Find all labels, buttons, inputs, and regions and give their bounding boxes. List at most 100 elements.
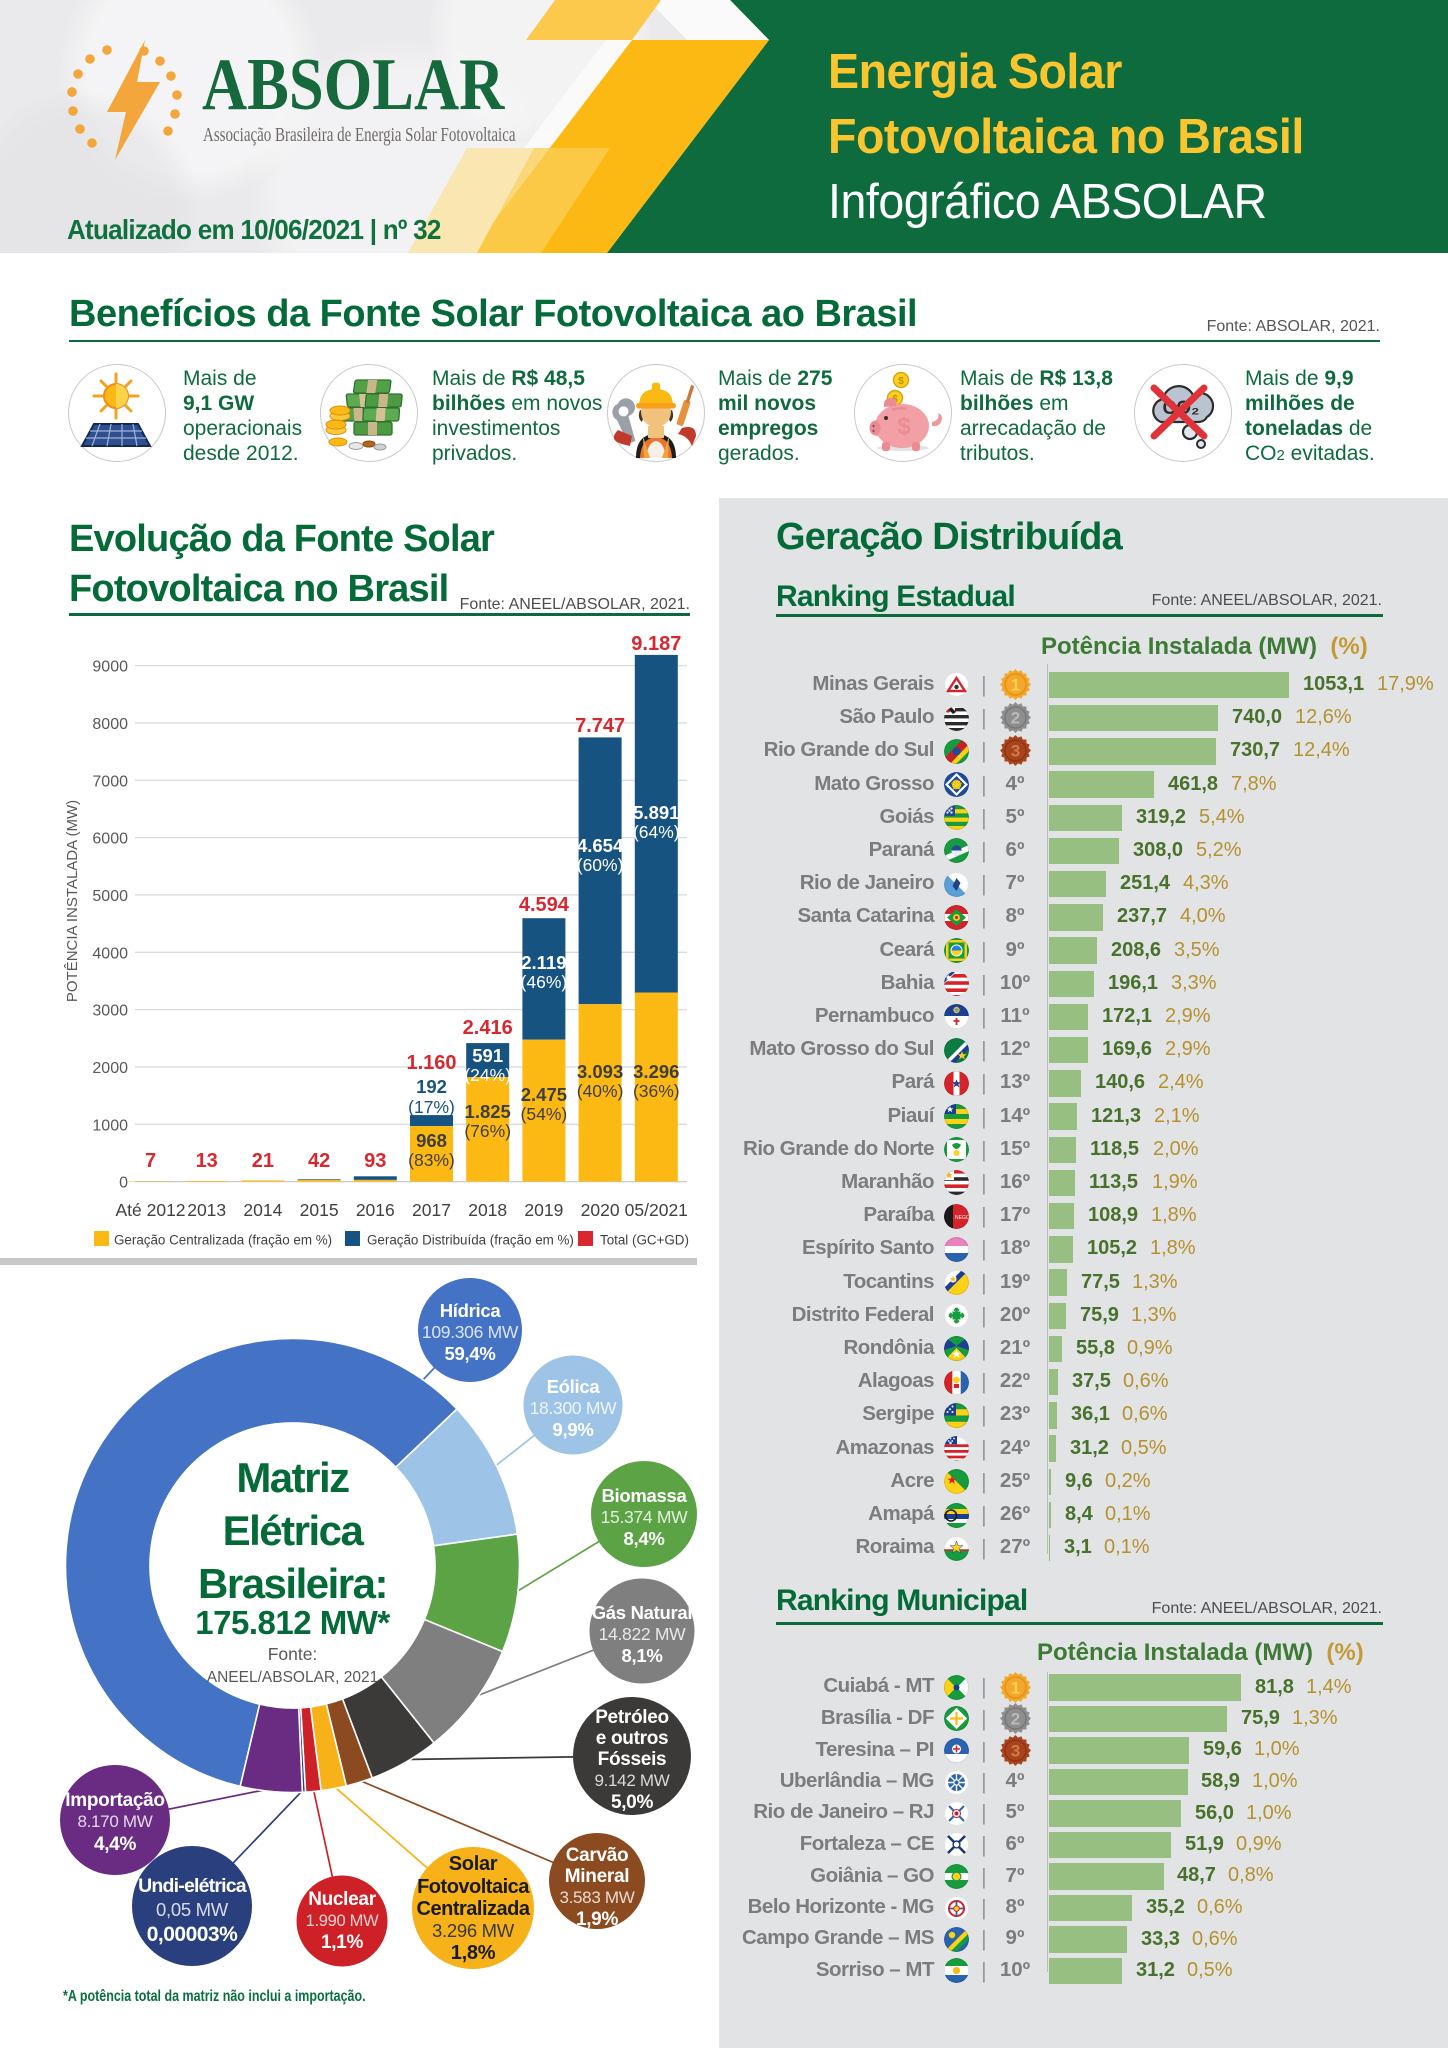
svg-text:4,4%: 4,4% xyxy=(94,1834,137,1855)
svg-text:1.990 MW: 1.990 MW xyxy=(306,1912,380,1930)
svg-text:3.093: 3.093 xyxy=(577,1061,623,1082)
svg-text:(83%): (83%) xyxy=(408,1150,455,1170)
svg-text:2000: 2000 xyxy=(92,1060,128,1077)
svg-text:(36%): (36%) xyxy=(633,1081,680,1101)
svg-text:0,05 MW: 0,05 MW xyxy=(156,1899,229,1920)
svg-text:ANEEL/ABSOLAR, 2021: ANEEL/ABSOLAR, 2021 xyxy=(207,1669,378,1686)
svg-text:9.142 MW: 9.142 MW xyxy=(594,1771,669,1790)
svg-text:Biomassa: Biomassa xyxy=(601,1485,687,1506)
svg-text:(24%): (24%) xyxy=(464,1065,511,1085)
svg-text:$: $ xyxy=(898,376,904,387)
svg-text:Undi-elétrica: Undi-elétrica xyxy=(138,1875,247,1897)
svg-text:05/2021: 05/2021 xyxy=(625,1200,688,1220)
svg-text:175.812 MW*: 175.812 MW* xyxy=(195,1604,390,1641)
svg-text:8.170 MW: 8.170 MW xyxy=(77,1812,152,1831)
svg-text:Fósseis: Fósseis xyxy=(598,1749,667,1770)
svg-text:8,4%: 8,4% xyxy=(624,1528,665,1549)
svg-text:(76%): (76%) xyxy=(464,1121,511,1141)
svg-text:3.583 MW: 3.583 MW xyxy=(559,1888,634,1907)
svg-text:2.475: 2.475 xyxy=(521,1084,567,1105)
svg-text:5,0%: 5,0% xyxy=(611,1792,654,1813)
svg-text:3000: 3000 xyxy=(92,1003,128,1020)
svg-text:Importação: Importação xyxy=(65,1790,164,1811)
svg-text:2.416: 2.416 xyxy=(463,1017,513,1039)
svg-text:Geração Centralizada (fração e: Geração Centralizada (fração em %) xyxy=(114,1233,332,1248)
svg-text:POTÊNCIA INSTALADA (MW): POTÊNCIA INSTALADA (MW) xyxy=(64,800,81,1002)
svg-text:(60%): (60%) xyxy=(577,855,624,875)
svg-text:5000: 5000 xyxy=(92,888,128,905)
svg-text:Petróleo: Petróleo xyxy=(595,1707,669,1728)
svg-text:2: 2 xyxy=(1011,709,1020,728)
svg-text:3: 3 xyxy=(1011,1742,1020,1761)
svg-text:(40%): (40%) xyxy=(577,1081,624,1101)
svg-text:968: 968 xyxy=(416,1130,447,1151)
svg-text:Gás Natural: Gás Natural xyxy=(592,1602,693,1623)
svg-text:4.594: 4.594 xyxy=(519,894,570,916)
svg-text:Eólica: Eólica xyxy=(547,1376,601,1397)
svg-text:7: 7 xyxy=(145,1150,156,1172)
svg-text:3: 3 xyxy=(1011,742,1020,761)
svg-text:2016: 2016 xyxy=(356,1200,395,1220)
svg-text:2018: 2018 xyxy=(468,1200,507,1220)
svg-text:7000: 7000 xyxy=(92,773,128,790)
svg-text:Solar: Solar xyxy=(449,1853,498,1875)
svg-text:21: 21 xyxy=(252,1150,274,1172)
svg-text:2014: 2014 xyxy=(243,1200,282,1220)
svg-text:1,8%: 1,8% xyxy=(451,1942,496,1964)
svg-text:18.300 MW: 18.300 MW xyxy=(530,1398,618,1418)
svg-text:1,1%: 1,1% xyxy=(321,1932,364,1953)
svg-text:Mineral: Mineral xyxy=(565,1866,629,1887)
svg-text:1.825: 1.825 xyxy=(465,1101,511,1122)
svg-text:591: 591 xyxy=(472,1045,503,1066)
svg-text:59,4%: 59,4% xyxy=(445,1343,496,1364)
svg-text:$: $ xyxy=(897,413,911,440)
svg-text:1: 1 xyxy=(1011,676,1020,695)
svg-text:9,9%: 9,9% xyxy=(553,1419,594,1440)
svg-text:8000: 8000 xyxy=(92,716,128,733)
svg-text:9.187: 9.187 xyxy=(631,633,681,655)
svg-text:Até 2012: Até 2012 xyxy=(115,1200,185,1220)
svg-text:5.891: 5.891 xyxy=(633,802,679,823)
svg-text:Brasileira:: Brasileira: xyxy=(198,1560,387,1607)
svg-text:2017: 2017 xyxy=(412,1200,451,1220)
svg-text:93: 93 xyxy=(364,1150,386,1172)
svg-text:2: 2 xyxy=(1011,1710,1020,1729)
svg-text:8,1%: 8,1% xyxy=(622,1645,663,1666)
svg-text:2019: 2019 xyxy=(524,1200,563,1220)
svg-text:14.822 MW: 14.822 MW xyxy=(599,1624,687,1644)
svg-text:109.306 MW: 109.306 MW xyxy=(422,1322,519,1342)
svg-text:Centralizada: Centralizada xyxy=(417,1898,531,1920)
svg-text:0: 0 xyxy=(119,1175,128,1192)
svg-text:Total (GC+GD): Total (GC+GD) xyxy=(600,1233,689,1248)
svg-text:Fonte:: Fonte: xyxy=(268,1644,318,1664)
svg-text:(17%): (17%) xyxy=(408,1097,455,1117)
svg-text:13: 13 xyxy=(196,1150,218,1172)
svg-text:Elétrica: Elétrica xyxy=(223,1507,365,1554)
svg-text:1000: 1000 xyxy=(92,1117,128,1134)
svg-text:Geração Distribuída (fração em: Geração Distribuída (fração em %) xyxy=(367,1233,574,1248)
svg-text:Matriz: Matriz xyxy=(236,1454,349,1501)
svg-text:2020: 2020 xyxy=(581,1200,620,1220)
svg-text:Nuclear: Nuclear xyxy=(308,1889,377,1910)
svg-text:192: 192 xyxy=(416,1076,447,1097)
svg-text:(64%): (64%) xyxy=(633,822,680,842)
svg-text:0,00003%: 0,00003% xyxy=(147,1923,238,1946)
svg-text:Fotovoltaica: Fotovoltaica xyxy=(417,1876,530,1898)
svg-text:4.654: 4.654 xyxy=(577,835,624,856)
svg-text:2013: 2013 xyxy=(187,1200,226,1220)
svg-text:9000: 9000 xyxy=(92,659,128,676)
svg-text:3.296: 3.296 xyxy=(633,1061,679,1082)
svg-text:1.160: 1.160 xyxy=(406,1052,456,1074)
svg-text:Carvão: Carvão xyxy=(566,1845,629,1866)
svg-text:7.747: 7.747 xyxy=(575,715,625,737)
svg-text:42: 42 xyxy=(308,1150,330,1172)
svg-text:6000: 6000 xyxy=(92,831,128,848)
svg-text:e outros: e outros xyxy=(596,1728,669,1749)
svg-text:1: 1 xyxy=(1011,1679,1020,1698)
svg-text:Hídrica: Hídrica xyxy=(440,1300,502,1321)
svg-text:2.119: 2.119 xyxy=(521,952,566,973)
svg-text:15.374 MW: 15.374 MW xyxy=(601,1507,689,1527)
svg-text:3.296 MW: 3.296 MW xyxy=(432,1920,515,1941)
svg-text:(46%): (46%) xyxy=(521,972,568,992)
svg-text:1,9%: 1,9% xyxy=(576,1909,619,1930)
